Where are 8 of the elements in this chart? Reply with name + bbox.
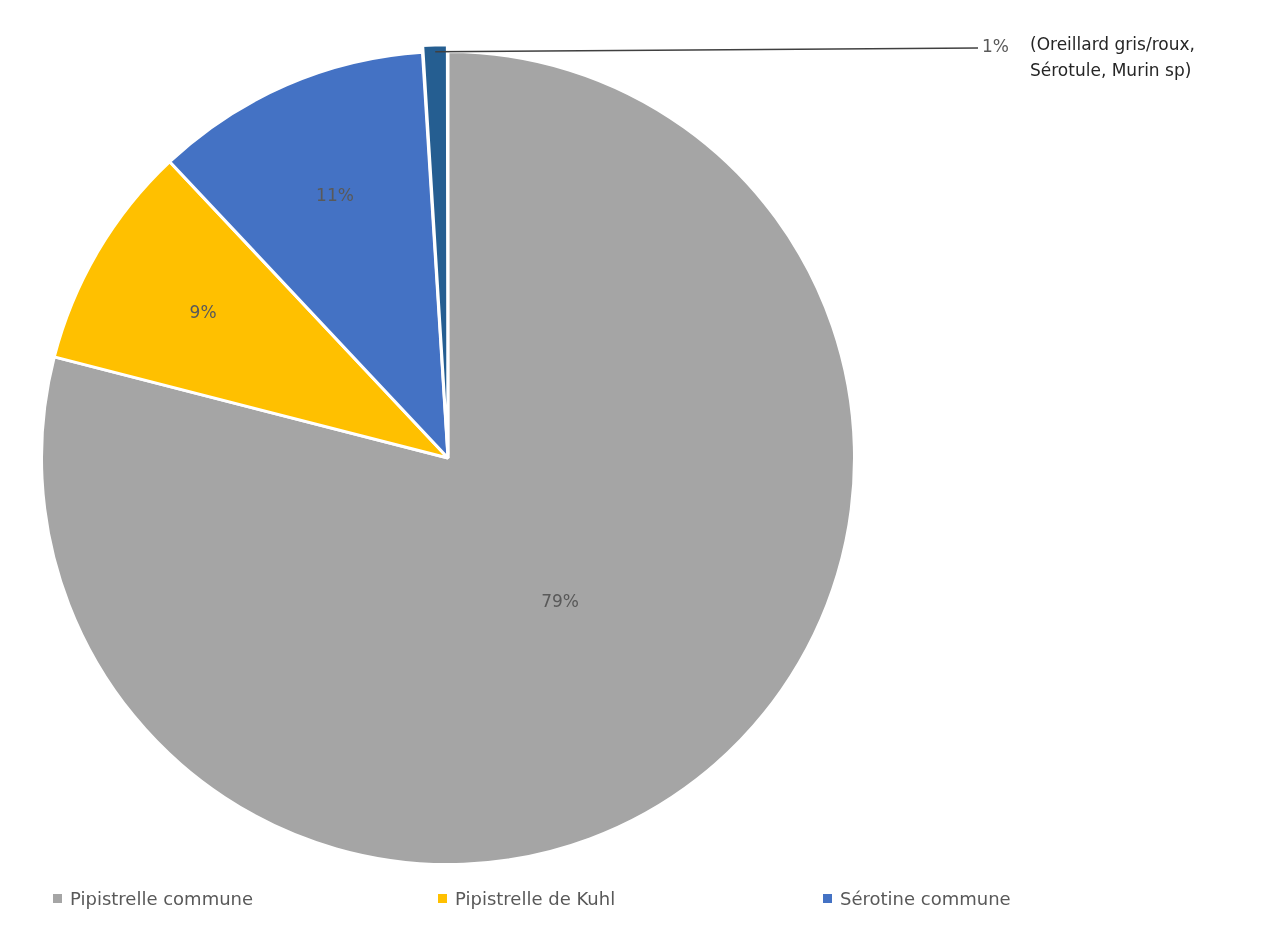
data-label: 9% bbox=[189, 301, 217, 322]
data-label: 79% bbox=[541, 590, 580, 611]
text: (Oreillard gris/roux, Sérotule, Murin sp) bbox=[1030, 33, 1195, 80]
legend-label: Pipistrelle de Kuhl bbox=[455, 888, 616, 909]
legend-label: Sérotine commune bbox=[840, 888, 1011, 909]
data-label: 1% bbox=[982, 36, 1009, 57]
legend-label: Pipistrelle commune bbox=[70, 888, 254, 909]
data-label: 11% bbox=[316, 185, 354, 206]
